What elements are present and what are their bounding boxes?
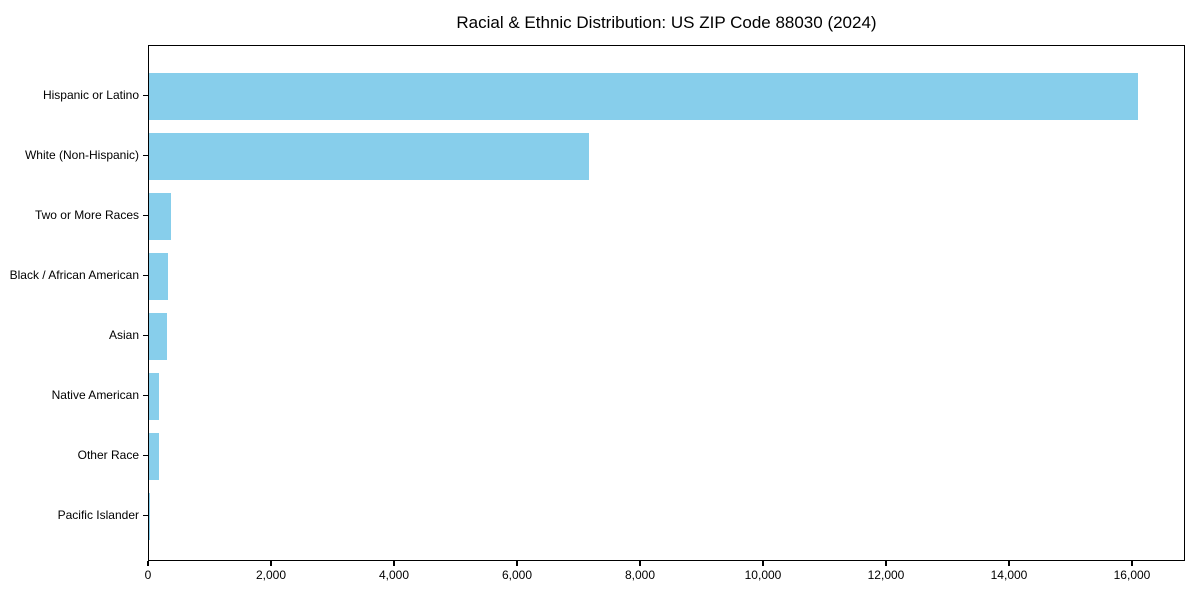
y-tick-mark xyxy=(143,154,148,157)
y-tick-mark xyxy=(143,514,148,516)
bar-hispanic-or-latino xyxy=(149,73,1138,120)
bar-pacific-islander xyxy=(149,492,150,540)
x-tick-label: 8,000 xyxy=(624,568,655,582)
bar-other-race xyxy=(149,432,159,480)
y-tick-mark xyxy=(143,214,148,217)
bar-black-african-american xyxy=(149,252,169,300)
x-tick-label: 12,000 xyxy=(867,568,905,582)
x-tick-label: 2,000 xyxy=(255,568,286,582)
y-tick-mark xyxy=(143,274,148,277)
plot-area xyxy=(148,45,1185,561)
y-tick-mark xyxy=(143,394,148,396)
y-tick-label: Native American xyxy=(51,387,139,402)
x-tick-label: 16,000 xyxy=(1113,568,1151,582)
y-tick-mark xyxy=(143,94,148,97)
x-tick-mark xyxy=(762,561,764,566)
x-tick-mark xyxy=(885,561,887,566)
y-tick-label: Pacific Islander xyxy=(57,507,139,522)
x-tick-label: 0 xyxy=(144,568,152,582)
x-tick-label: 10,000 xyxy=(744,568,782,582)
x-tick-mark xyxy=(393,561,395,566)
chart-title: Racial & Ethnic Distribution: US ZIP Cod… xyxy=(456,13,877,32)
x-tick-label: 4,000 xyxy=(378,568,409,582)
x-tick-mark xyxy=(1131,561,1133,566)
y-tick-label: Two or More Races xyxy=(34,207,139,222)
y-tick-label: Black / African American xyxy=(9,267,139,282)
x-tick-mark xyxy=(639,561,641,566)
y-tick-label: Other Race xyxy=(77,447,139,462)
bar-asian xyxy=(149,312,168,360)
x-tick-mark xyxy=(1008,561,1010,566)
x-tick-mark xyxy=(270,561,272,566)
y-tick-mark xyxy=(143,334,148,337)
bar-white-non-hispanic xyxy=(149,132,589,180)
y-tick-mark xyxy=(143,454,148,456)
x-tick-mark xyxy=(147,561,149,566)
bar-native-american xyxy=(149,372,159,420)
y-tick-label: White (Non-Hispanic) xyxy=(24,147,139,162)
y-tick-label: Hispanic or Latino xyxy=(42,88,139,102)
x-tick-label: 14,000 xyxy=(990,568,1028,582)
x-tick-mark xyxy=(516,561,518,566)
x-tick-label: 6,000 xyxy=(501,568,532,582)
y-tick-label: Asian xyxy=(108,327,139,342)
bar-two-or-more-races xyxy=(149,192,172,240)
